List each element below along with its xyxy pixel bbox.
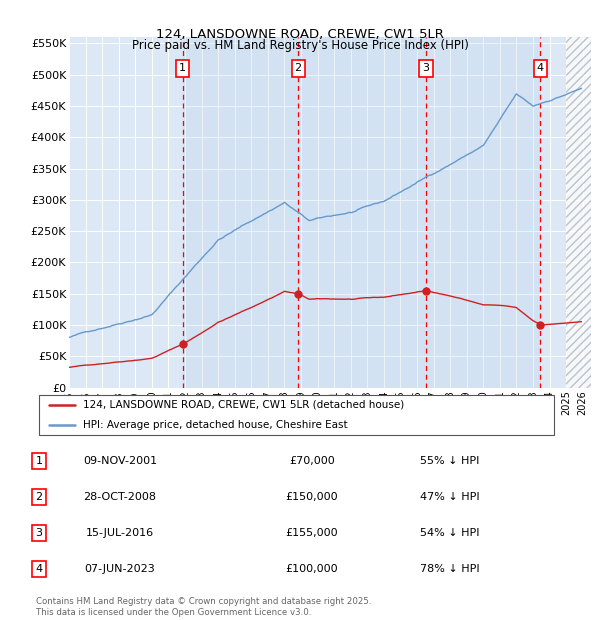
- Text: 3: 3: [35, 528, 43, 538]
- Text: 07-JUN-2023: 07-JUN-2023: [85, 564, 155, 574]
- Text: 124, LANSDOWNE ROAD, CREWE, CW1 5LR: 124, LANSDOWNE ROAD, CREWE, CW1 5LR: [156, 28, 444, 41]
- Text: 28-OCT-2008: 28-OCT-2008: [83, 492, 157, 502]
- Text: 09-NOV-2001: 09-NOV-2001: [83, 456, 157, 466]
- Text: Contains HM Land Registry data © Crown copyright and database right 2025.
This d: Contains HM Land Registry data © Crown c…: [36, 598, 371, 617]
- Bar: [566, 37, 599, 387]
- Text: £155,000: £155,000: [286, 528, 338, 538]
- Text: £70,000: £70,000: [289, 456, 335, 466]
- Text: HPI: Average price, detached house, Cheshire East: HPI: Average price, detached house, Ches…: [83, 420, 347, 430]
- Text: 4: 4: [35, 564, 43, 574]
- Text: 54% ↓ HPI: 54% ↓ HPI: [420, 528, 480, 538]
- Text: 3: 3: [422, 63, 430, 74]
- Text: 78% ↓ HPI: 78% ↓ HPI: [420, 564, 480, 574]
- Bar: [182, 37, 540, 387]
- Text: 4: 4: [537, 63, 544, 74]
- Text: 15-JUL-2016: 15-JUL-2016: [86, 528, 154, 538]
- Text: 2: 2: [35, 492, 43, 502]
- Text: 1: 1: [179, 63, 186, 74]
- Text: 2: 2: [295, 63, 302, 74]
- FancyBboxPatch shape: [38, 395, 554, 435]
- Text: 55% ↓ HPI: 55% ↓ HPI: [421, 456, 479, 466]
- Text: 124, LANSDOWNE ROAD, CREWE, CW1 5LR (detached house): 124, LANSDOWNE ROAD, CREWE, CW1 5LR (det…: [83, 399, 404, 410]
- Text: £150,000: £150,000: [286, 492, 338, 502]
- Text: 1: 1: [35, 456, 43, 466]
- Text: £100,000: £100,000: [286, 564, 338, 574]
- Text: Price paid vs. HM Land Registry's House Price Index (HPI): Price paid vs. HM Land Registry's House …: [131, 39, 469, 52]
- Text: 47% ↓ HPI: 47% ↓ HPI: [420, 492, 480, 502]
